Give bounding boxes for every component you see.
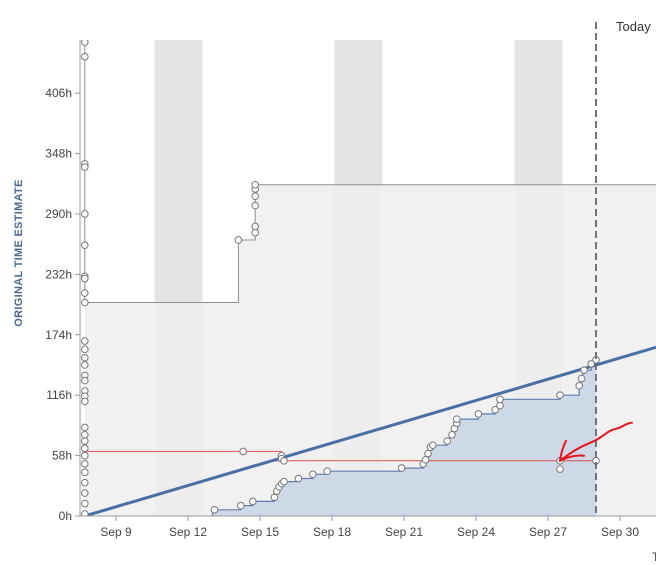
scope-point-28 <box>81 499 89 508</box>
y-tick-label-0: 0h <box>59 509 72 523</box>
completed-point-10 <box>323 467 332 476</box>
scope-fill <box>84 40 656 516</box>
x-tick-label-3: Sep 18 <box>313 525 351 539</box>
scope-point-32 <box>251 222 259 231</box>
scope-point-1 <box>81 52 89 61</box>
y-axis-title: ORIGINAL TIME ESTIMATE <box>13 179 25 326</box>
scope-point-30 <box>234 236 243 244</box>
scope-point-0 <box>81 40 89 46</box>
scope-point-34 <box>251 192 259 201</box>
scope-point-27 <box>81 489 89 497</box>
completed-point-13 <box>421 455 430 464</box>
scope-point-25 <box>81 468 89 477</box>
completed-point-14 <box>424 449 432 458</box>
completed-point-11 <box>397 464 406 472</box>
x-tick-label-6: Sep 27 <box>529 525 567 539</box>
scope-point-12 <box>81 353 89 362</box>
scope-point-33 <box>251 201 259 210</box>
y-tick-label-4: 232h <box>45 267 72 281</box>
scope-point-8 <box>81 289 89 297</box>
scope-point-31 <box>251 228 259 237</box>
scope-point-29 <box>81 510 89 516</box>
completed-point-22 <box>474 410 483 418</box>
scope-point-36 <box>251 180 259 189</box>
completed-point-2 <box>249 497 257 506</box>
scope-point-15 <box>81 376 89 385</box>
scope-point-10 <box>81 337 89 345</box>
scope-point-26 <box>81 478 89 487</box>
scope-point-9 <box>81 298 89 307</box>
scope-point-22 <box>81 444 89 453</box>
x-tick-label-5: Sep 24 <box>457 525 495 539</box>
completed-point-28 <box>577 374 586 383</box>
handwritten-annotation <box>559 421 633 462</box>
issue-1-point-3 <box>280 456 288 465</box>
y-tick-label-6: 348h <box>45 147 72 161</box>
completed-point-7 <box>280 477 288 486</box>
scope-point-21 <box>81 437 89 445</box>
x-tick-label-1: Sep 12 <box>169 525 207 539</box>
series-markers <box>81 40 600 516</box>
x-tick-label-0: Sep 9 <box>100 525 132 539</box>
scope-point-13 <box>81 361 89 369</box>
guideline-line <box>84 345 656 516</box>
issue-2-point-1 <box>556 465 564 473</box>
completed-point-9 <box>309 470 317 479</box>
y-tick-label-7: 406h <box>45 86 72 100</box>
scope-point-5 <box>81 241 89 249</box>
scope-point-11 <box>81 345 89 354</box>
completed-point-8 <box>294 474 303 483</box>
completed-point-24 <box>496 401 504 410</box>
scope-point-24 <box>81 460 89 468</box>
issue-1-point-0 <box>239 447 247 456</box>
scope-point-23 <box>81 451 89 460</box>
completed-point-30 <box>587 360 596 368</box>
completed-point-3 <box>270 493 279 502</box>
completed-point-21 <box>453 415 461 423</box>
completed-point-26 <box>556 391 564 399</box>
annotation-arrow-stroke <box>559 421 633 462</box>
completed-point-25 <box>496 395 504 404</box>
axes: 0h 58h 116h 174h 232h 290h 348h 406h Sep 9 Sep 12… <box>45 22 656 539</box>
today-label: Today <box>616 19 651 34</box>
scope-point-4 <box>81 210 89 218</box>
y-tick-label-1: 58h <box>52 449 72 463</box>
x-axis-title: T <box>652 550 656 564</box>
completed-point-18 <box>448 430 456 439</box>
completed-point-17 <box>443 437 452 445</box>
y-tick-label-3: 174h <box>45 328 72 342</box>
annotation-arrow-head-1 <box>559 439 567 462</box>
y-tick-label-2: 116h <box>46 388 72 402</box>
completed-point-16 <box>429 441 437 449</box>
scope-point-18 <box>81 397 89 406</box>
scope-point-3 <box>81 163 89 171</box>
y-tick-label-5: 290h <box>45 207 72 221</box>
completed-point-23 <box>491 405 500 414</box>
scope-point-20 <box>81 430 89 439</box>
scope-point-19 <box>81 423 89 432</box>
x-tick-label-7: Sep 30 <box>601 525 639 539</box>
x-tick-label-2: Sep 15 <box>241 525 279 539</box>
scope-area <box>84 40 656 516</box>
completed-point-27 <box>575 382 584 390</box>
x-tick-label-4: Sep 21 <box>385 525 423 539</box>
completed-point-0 <box>210 505 219 514</box>
completed-point-29 <box>580 366 588 374</box>
annotation-arrow-head-2 <box>559 454 585 462</box>
scope-point-7 <box>81 274 89 283</box>
completed-point-1 <box>237 501 245 510</box>
